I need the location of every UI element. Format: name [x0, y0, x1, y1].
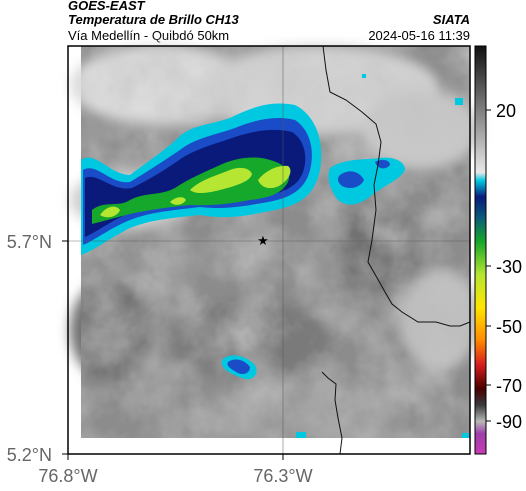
colorbar-tick-minus-30: -30: [496, 257, 522, 277]
map-frame: [67, 45, 471, 455]
satellite-image: [70, 45, 480, 454]
satellite-title: GOES-EAST: [68, 0, 145, 13]
isolated-cell: [221, 355, 257, 380]
colombia-boundary-line: [321, 45, 471, 455]
product-title: Temperatura de Brillo CH13: [68, 12, 239, 27]
lat-label-5-7: 5.7°N: [7, 232, 52, 252]
colorbar-tick-minus-70: -70: [496, 376, 522, 396]
colorbar: 20 -30 -50 -70 -90: [474, 45, 522, 455]
colorbar-tick-minus-50: -50: [496, 317, 522, 337]
colorbar-tick-minus-90: -90: [496, 412, 522, 432]
lon-label-76-3: 76.3°W: [253, 466, 312, 486]
source-label: SIATA: [432, 12, 470, 27]
lat-label-5-2: 5.2°N: [7, 445, 52, 465]
region-subtitle: Vía Medellín - Quibdó 50km: [68, 28, 230, 43]
datetime-label: 2024-05-16 11:39: [368, 28, 470, 43]
star-icon: ★: [257, 234, 269, 249]
colorbar-tick-20: 20: [496, 101, 516, 121]
graticule: [68, 46, 470, 454]
convective-band: [81, 103, 405, 255]
lon-label-76-8: 76.8°W: [38, 466, 97, 486]
